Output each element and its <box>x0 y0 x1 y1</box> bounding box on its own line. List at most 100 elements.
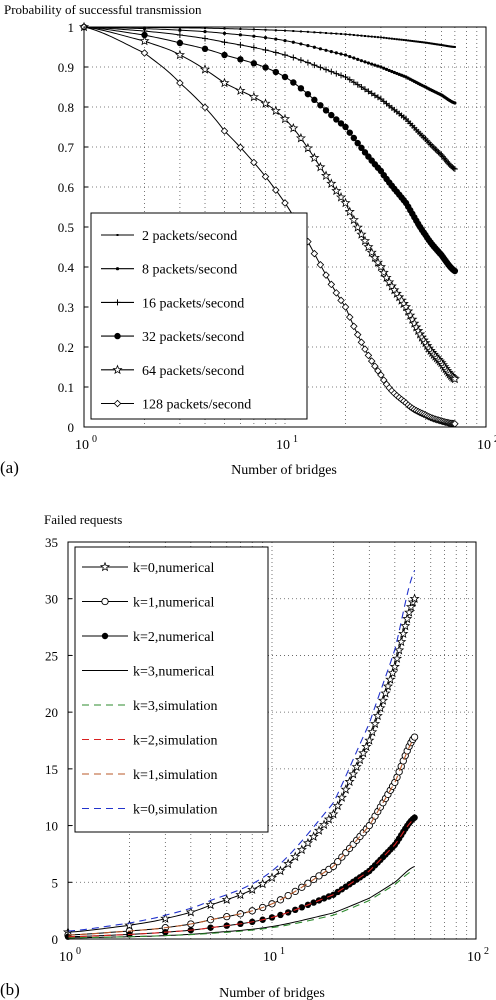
data-point <box>270 105 281 116</box>
data-point <box>313 825 325 835</box>
data-point <box>344 206 355 217</box>
data-point <box>317 64 324 71</box>
data-point <box>320 895 328 902</box>
data-point <box>344 776 355 787</box>
data-point <box>310 249 319 258</box>
series-markers-2 <box>81 24 458 172</box>
data-point <box>413 40 416 43</box>
data-point <box>185 906 196 917</box>
data-point <box>337 296 345 305</box>
data-point <box>260 98 271 108</box>
data-point <box>202 35 209 42</box>
data-point <box>299 42 303 46</box>
data-point <box>302 837 313 848</box>
data-point <box>328 111 335 119</box>
data-point <box>279 113 291 124</box>
series-line-5 <box>67 818 415 938</box>
data-point <box>437 43 440 46</box>
y-tick-label: 1 <box>68 20 75 35</box>
data-point <box>346 313 354 321</box>
data-point <box>304 59 311 66</box>
legend-marker-0 <box>99 561 111 572</box>
y-tick-label: 0 <box>52 932 59 947</box>
panel-a-label: (a) <box>0 458 19 477</box>
data-point <box>250 158 258 167</box>
legend-marker-0 <box>116 234 119 236</box>
data-point <box>266 872 278 883</box>
y-tick-label: 15 <box>45 762 58 777</box>
data-point <box>322 271 330 279</box>
data-point <box>384 276 395 287</box>
data-point <box>429 42 432 45</box>
data-point <box>328 808 339 819</box>
data-point <box>393 37 396 40</box>
data-point <box>384 67 389 71</box>
data-point <box>409 318 420 328</box>
data-point <box>275 865 286 876</box>
data-point <box>351 761 362 772</box>
x-tick-exponent: 0 <box>92 434 97 445</box>
y-tick-label: 0 <box>68 420 75 435</box>
data-point <box>346 129 353 136</box>
x-tick-label: 10 <box>75 438 89 453</box>
data-point <box>325 32 328 35</box>
x-tick-exponent: 2 <box>494 434 496 445</box>
data-point <box>176 32 183 38</box>
data-point <box>335 191 347 202</box>
data-point <box>247 884 258 894</box>
data-point <box>203 30 207 34</box>
data-point <box>308 831 319 842</box>
data-point <box>451 45 454 48</box>
data-point <box>311 96 318 104</box>
data-point <box>284 891 292 900</box>
data-point <box>441 44 444 47</box>
data-point <box>335 32 338 35</box>
data-point <box>361 345 369 353</box>
data-point <box>310 899 317 906</box>
data-point <box>272 68 280 76</box>
data-point <box>220 127 229 135</box>
data-point <box>320 170 332 181</box>
data-point <box>176 79 184 87</box>
data-point <box>235 85 246 95</box>
data-point <box>367 35 370 38</box>
data-point <box>375 261 386 272</box>
y-tick-label: 0.4 <box>58 260 75 275</box>
series-line-3 <box>67 865 415 939</box>
data-point <box>334 858 342 866</box>
panel-b-axes-box <box>67 541 477 940</box>
data-point <box>363 35 366 38</box>
data-point <box>438 43 441 46</box>
data-point <box>443 44 446 47</box>
data-point <box>346 76 353 83</box>
data-point <box>372 257 384 267</box>
data-point <box>417 40 420 43</box>
data-point <box>317 102 324 109</box>
data-point <box>309 152 320 163</box>
data-point <box>451 267 459 275</box>
data-point <box>319 31 322 34</box>
data-point <box>331 185 342 196</box>
data-point <box>356 57 360 61</box>
data-point <box>385 674 396 684</box>
data-point <box>341 303 350 311</box>
data-point <box>313 31 316 34</box>
data-point <box>358 84 365 91</box>
data-point <box>236 143 245 152</box>
data-point <box>290 79 297 86</box>
data-point <box>427 42 430 45</box>
data-point <box>306 30 309 33</box>
data-point <box>283 39 287 43</box>
data-point <box>248 91 259 102</box>
data-point <box>382 681 393 691</box>
data-point <box>387 667 398 678</box>
data-point <box>419 40 422 43</box>
data-point <box>388 37 391 40</box>
series-line-4 <box>67 869 415 939</box>
data-point <box>348 214 359 225</box>
data-point <box>316 261 325 269</box>
data-point <box>387 68 391 73</box>
data-point <box>219 77 230 88</box>
data-point <box>222 31 227 35</box>
data-point <box>304 90 312 98</box>
